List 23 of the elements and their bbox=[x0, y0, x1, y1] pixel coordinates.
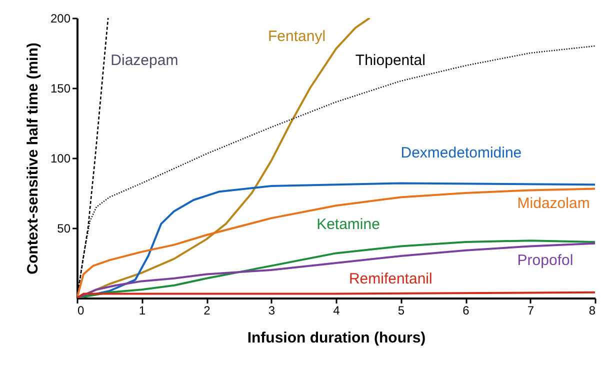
x-tick-label: 7 bbox=[527, 304, 534, 318]
series-label: Midazolam bbox=[517, 194, 590, 212]
y-tick-label: 200 bbox=[50, 12, 71, 26]
x-tick-label: 8 bbox=[588, 304, 596, 318]
x-tick-label: 3 bbox=[268, 304, 276, 318]
x-tick-label: 2 bbox=[204, 304, 211, 318]
series-label: Propofol bbox=[517, 252, 574, 270]
series-label: Fentanyl bbox=[268, 28, 326, 46]
series-label: Remifentanil bbox=[348, 270, 432, 288]
y-tick-label: 100 bbox=[50, 152, 71, 166]
x-tick-label: 4 bbox=[333, 304, 340, 318]
series-label: Diazepam bbox=[110, 52, 178, 69]
x-tick-label: 0 bbox=[78, 304, 84, 318]
x-tick-label: 6 bbox=[462, 304, 470, 318]
y-tick-label: 50 bbox=[57, 222, 71, 236]
x-axis-title: Infusion duration (hours) bbox=[247, 330, 426, 346]
series-label: Ketamine bbox=[316, 216, 380, 233]
y-axis-title: Context-sensitive half time (min) bbox=[24, 42, 42, 274]
x-tick-label: 1 bbox=[138, 304, 146, 318]
y-tick-label: 150 bbox=[50, 82, 71, 96]
series-label: Thiopental bbox=[355, 52, 426, 69]
x-tick-label: 5 bbox=[398, 304, 405, 318]
series-label: Dexmedetomidine bbox=[400, 144, 522, 162]
